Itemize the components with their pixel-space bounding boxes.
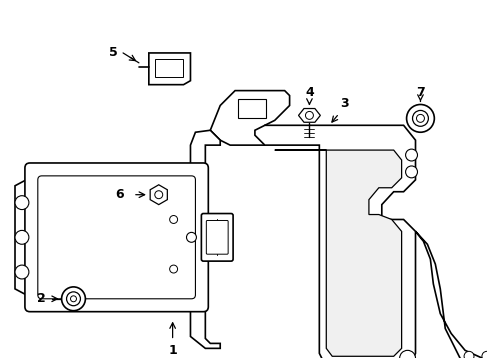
Text: 2: 2	[37, 292, 46, 305]
Circle shape	[406, 104, 433, 132]
Polygon shape	[210, 91, 289, 145]
Circle shape	[15, 196, 29, 210]
Circle shape	[66, 292, 80, 306]
FancyBboxPatch shape	[201, 213, 233, 261]
Circle shape	[70, 296, 76, 302]
Bar	[238, 99, 265, 118]
Circle shape	[186, 232, 196, 242]
Text: 6: 6	[115, 188, 123, 201]
FancyBboxPatch shape	[25, 163, 208, 312]
Circle shape	[405, 149, 417, 161]
Circle shape	[305, 112, 313, 120]
Polygon shape	[175, 265, 190, 273]
Polygon shape	[150, 185, 167, 204]
Text: 7: 7	[415, 86, 424, 99]
Circle shape	[412, 111, 427, 126]
Circle shape	[405, 166, 417, 178]
Text: 5: 5	[108, 46, 117, 59]
Polygon shape	[274, 150, 401, 356]
Circle shape	[155, 191, 163, 199]
Circle shape	[61, 287, 85, 311]
Text: 1: 1	[168, 344, 177, 357]
Polygon shape	[190, 130, 220, 348]
Circle shape	[399, 350, 415, 360]
Bar	[155, 59, 182, 77]
FancyBboxPatch shape	[38, 176, 195, 299]
Circle shape	[481, 351, 488, 360]
Circle shape	[463, 351, 473, 360]
Circle shape	[169, 265, 177, 273]
Polygon shape	[15, 178, 30, 297]
Polygon shape	[175, 216, 190, 224]
Polygon shape	[148, 53, 190, 85]
FancyBboxPatch shape	[206, 220, 228, 254]
Circle shape	[15, 265, 29, 279]
Text: 4: 4	[305, 86, 313, 99]
Polygon shape	[298, 108, 320, 122]
Polygon shape	[415, 231, 488, 360]
Polygon shape	[254, 125, 415, 360]
Circle shape	[15, 230, 29, 244]
Text: 3: 3	[339, 97, 348, 110]
Circle shape	[169, 216, 177, 224]
Circle shape	[416, 114, 424, 122]
